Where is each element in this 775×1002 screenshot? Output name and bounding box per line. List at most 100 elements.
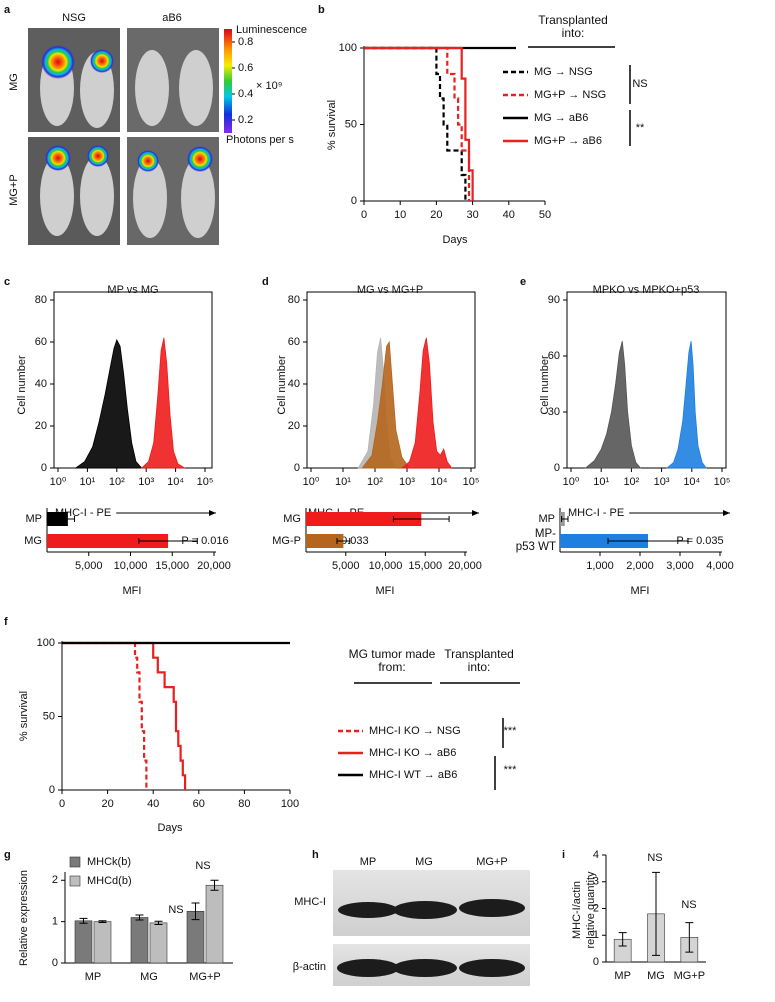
- category-label: MP: [539, 513, 556, 525]
- bar: [560, 534, 648, 548]
- legend-label: MG → aB6: [534, 112, 588, 124]
- y-tick-label: 50: [345, 118, 357, 130]
- y-tick-label: 0: [41, 462, 47, 474]
- chart-title: MG vs MG+P: [357, 284, 423, 296]
- x-tick-label: 10²: [623, 476, 639, 488]
- x-tick-label: 20,000: [197, 560, 231, 572]
- panel-letter: a: [4, 4, 11, 16]
- y-tick-label: 90: [548, 294, 560, 306]
- panel-letter: c: [4, 276, 10, 288]
- x-tick-label: 15,000: [155, 560, 189, 572]
- y-tick-label: 60: [288, 336, 300, 348]
- x-tick-label: 20: [430, 209, 442, 221]
- x-tick-label: 10¹: [79, 476, 95, 488]
- blot-row-label: β-actin: [293, 961, 326, 973]
- y-tick-label: 60: [35, 336, 47, 348]
- legend-title: MG tumor made from:: [348, 647, 436, 674]
- x-tick-label: 10,000: [369, 560, 403, 572]
- x-tick-label: 10,000: [114, 560, 148, 572]
- annotation: NS: [195, 860, 210, 872]
- x-axis-label: Days: [442, 234, 468, 246]
- x-tick-label: 2,000: [626, 560, 654, 572]
- x-tick-label: 80: [238, 798, 250, 810]
- x-tick-label: 50: [539, 209, 551, 221]
- y-tick-label: 20: [35, 420, 47, 432]
- y-tick-label: 3: [593, 876, 599, 888]
- column-label: aB6: [162, 12, 182, 24]
- legend-label: MG+P → aB6: [534, 135, 602, 147]
- survival-line: [62, 641, 148, 790]
- y-tick-label: 2: [593, 902, 599, 914]
- x-tick-label: MG+P: [189, 971, 220, 983]
- bar: [74, 920, 93, 964]
- y-tick-label: 0: [294, 462, 300, 474]
- x-tick-label: 3,000: [666, 560, 694, 572]
- x-tick-label: MP: [614, 970, 631, 982]
- x-tick-label: 20,000: [448, 560, 482, 572]
- y-tick-label: 80: [35, 294, 47, 306]
- y-tick-label: 40: [288, 378, 300, 390]
- y-axis-label: relative quantity: [585, 871, 597, 949]
- legend-label: MG → NSG: [534, 66, 593, 78]
- histogram: [665, 341, 707, 469]
- x-tick-label: MP: [85, 971, 102, 983]
- x-tick-label: 10³: [138, 476, 154, 488]
- error-bar: [191, 902, 200, 921]
- error-bar: [618, 932, 627, 947]
- y-tick-label: 1: [52, 916, 58, 928]
- x-axis-label: MFI: [123, 585, 142, 597]
- legend-swatch: [69, 875, 81, 887]
- x-axis-label: MFI: [376, 585, 395, 597]
- y-axis-label: MHC-I/actin: [571, 881, 583, 939]
- y-tick-label: 50: [43, 710, 55, 722]
- lane-label: MP: [360, 856, 377, 868]
- legend-label: MHC-I KO → NSG: [369, 725, 461, 737]
- panel-letter: b: [318, 4, 325, 16]
- error-bar: [138, 538, 198, 544]
- x-tick-label: 10⁰: [563, 476, 580, 488]
- annotation: ***: [504, 764, 518, 776]
- x-tick-label: 5,000: [332, 560, 360, 572]
- y-axis-label: Relative expression: [18, 870, 30, 966]
- x-tick-label: 10: [394, 209, 406, 221]
- x-tick-label: 0: [59, 798, 65, 810]
- panel-letter: h: [312, 849, 319, 861]
- legend-label: MHCd(b): [87, 875, 132, 887]
- survival-line: [364, 46, 471, 201]
- y-tick-label: 80: [288, 294, 300, 306]
- y-tick-label: 0: [49, 784, 55, 796]
- survival-line: [364, 46, 467, 201]
- category-label: MG: [24, 535, 42, 547]
- row-label: MG+P: [8, 174, 20, 205]
- x-tick-label: 10¹: [593, 476, 609, 488]
- bar: [93, 921, 112, 964]
- blot-bands: [337, 899, 525, 977]
- x-tick-label: 1,000: [586, 560, 614, 572]
- colorbar-tick-label: 0.2: [238, 114, 253, 126]
- x-tick-label: 10³: [654, 476, 670, 488]
- x-tick-label: 20: [101, 798, 113, 810]
- x-tick-label: MG: [647, 970, 665, 982]
- error-bar: [336, 538, 351, 544]
- x-tick-label: 5,000: [75, 560, 103, 572]
- error-bar: [135, 914, 144, 921]
- legend-label: MHC-I KO → aB6: [369, 747, 456, 759]
- y-tick-label: 60: [548, 350, 560, 362]
- bar: [306, 512, 422, 526]
- y-axis-label: % survival: [18, 691, 30, 741]
- row-label: MG: [8, 73, 20, 91]
- annotation: NS: [647, 852, 662, 864]
- y-tick-label: 100: [339, 42, 357, 54]
- x-tick-label: 10⁴: [167, 476, 184, 488]
- x-axis-label: MFI: [631, 585, 650, 597]
- y-tick-label: 1: [593, 929, 599, 941]
- plot-frame: [566, 291, 727, 469]
- x-tick-label: MG: [140, 971, 158, 983]
- colorbar-tick-label: 0.6: [238, 62, 253, 74]
- histogram: [140, 337, 186, 469]
- annotation: **: [636, 122, 645, 134]
- x-tick-label: 40: [147, 798, 159, 810]
- x-tick-label: 40: [503, 209, 515, 221]
- annotation: NS: [681, 899, 696, 911]
